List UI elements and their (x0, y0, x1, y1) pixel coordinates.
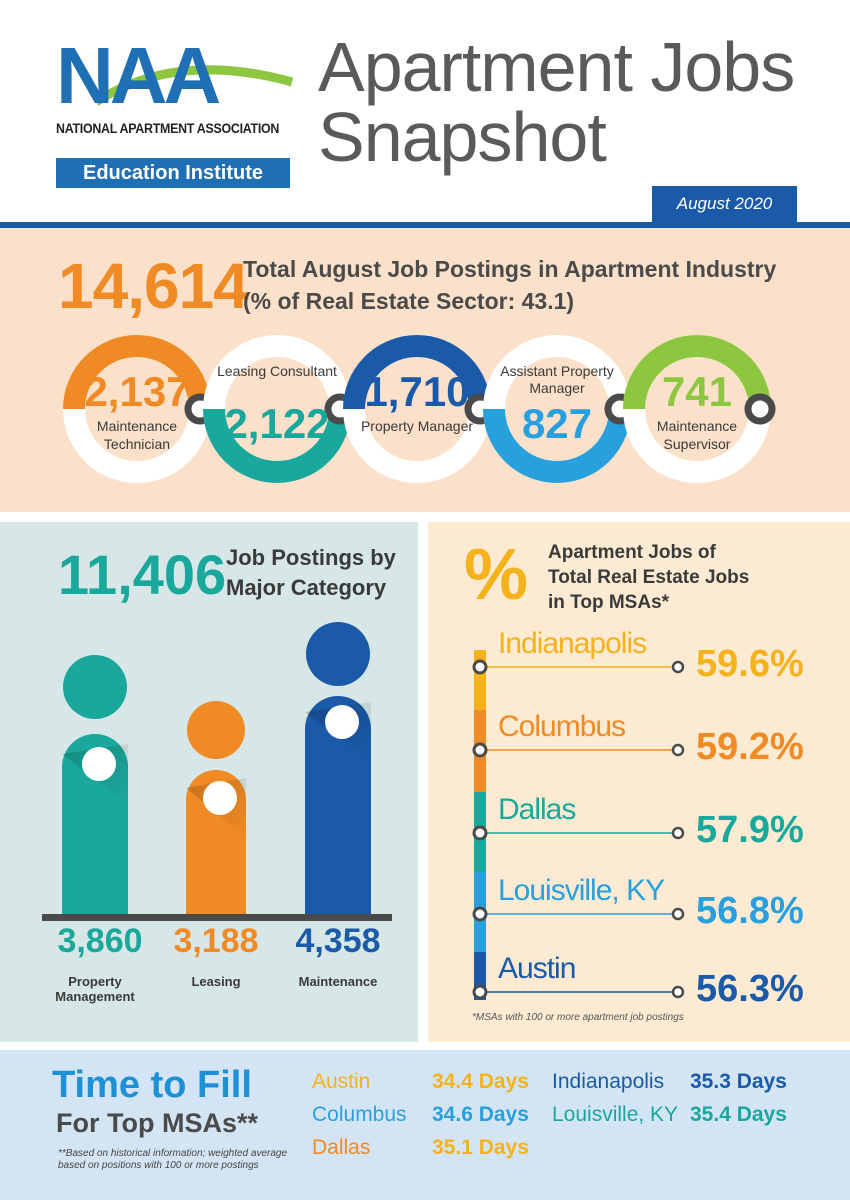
timeline-node (472, 825, 488, 841)
category-baseline (42, 914, 392, 921)
timeline-end-node (671, 985, 685, 999)
person-dot (82, 747, 116, 781)
page-title: Apartment Jobs Snapshot (318, 32, 818, 172)
logo-swoosh (93, 65, 294, 106)
page-title-line2: Snapshot (318, 98, 607, 176)
msa-heading-line2: Total Real Estate Jobs (548, 567, 750, 588)
msa-percent: 57.9% (696, 809, 804, 851)
role-value: 2,122 (224, 400, 330, 447)
person-head (306, 622, 370, 686)
association-name: NATIONAL APARTMENT ASSOCIATION (56, 121, 280, 136)
date-badge: August 2020 (652, 186, 797, 222)
education-institute-badge: Education Institute (56, 158, 290, 188)
category-title-line2: Major Category (226, 575, 387, 600)
msa-heading: Apartment Jobs of Total Real Estate Jobs… (548, 540, 749, 615)
category-title-line1: Job Postings by (226, 545, 396, 570)
page-title-line1: Apartment Jobs (318, 28, 795, 106)
total-postings-value: 14,614 (58, 250, 249, 322)
fill-city: Columbus (312, 1103, 407, 1126)
fill-days: 34.4 Days (432, 1070, 529, 1093)
msa-city: Dallas (498, 793, 576, 826)
category-value: 3,860 (57, 922, 143, 960)
ring-arc (203, 408, 351, 483)
ring-arc (63, 335, 211, 410)
time-to-fill-title: Time to Fill (52, 1064, 252, 1106)
timeline-segment (474, 650, 486, 710)
timeline-node (472, 906, 488, 922)
role-rings (63, 335, 776, 483)
msa-city: Indianapolis (498, 627, 647, 660)
role-value: 2,137 (84, 368, 190, 415)
time-to-fill-footnote: **Based on historical information; weigh… (58, 1148, 288, 1171)
msa-heading-line1: Apartment Jobs of (548, 542, 716, 563)
msa-city: Columbus (498, 710, 626, 743)
msa-city: Austin (498, 952, 576, 985)
role-label: Property Manager (360, 418, 474, 434)
category-label: Leasing (191, 974, 241, 989)
total-postings-label: Total August Job Postings in Apartment I… (243, 256, 777, 282)
timeline-node (472, 742, 488, 758)
person-body (305, 696, 371, 914)
fill-days: 34.6 Days (432, 1103, 529, 1126)
role-value: 827 (521, 400, 593, 447)
person-head (187, 701, 245, 759)
msa-percent: 56.3% (696, 968, 804, 1010)
category-total-value: 11,406 (58, 543, 227, 606)
timeline-end-node (671, 826, 685, 840)
timeline-node (472, 984, 488, 1000)
msa-city: Louisville, KY (498, 874, 665, 907)
role-label: Leasing Consultant (217, 363, 337, 379)
fill-days: 35.3 Days (690, 1070, 787, 1093)
role-label: Maintenance Supervisor (656, 418, 738, 452)
fill-city: Austin (312, 1070, 371, 1093)
role-label: Maintenance Technician (96, 418, 178, 452)
msa-percent: 56.8% (696, 890, 804, 932)
person-dot (325, 705, 359, 739)
msa-percent: 59.6% (696, 643, 804, 685)
person-dot (203, 781, 237, 815)
fill-city: Indianapolis (552, 1070, 665, 1093)
role-label: Assistant Property Manager (500, 363, 614, 396)
ring-arc (483, 408, 631, 483)
msa-timeline (472, 650, 685, 1000)
naa-logo: NAA (56, 31, 221, 120)
msa-panel (428, 522, 850, 1042)
category-value: 4,358 (295, 922, 381, 960)
divider-rule (0, 222, 850, 228)
fill-city: Dallas (312, 1136, 371, 1159)
ring-arc (343, 335, 491, 410)
person-head (63, 655, 127, 719)
timeline-end-node (671, 660, 685, 674)
timeline-end-node (671, 743, 685, 757)
msa-percent: 59.2% (696, 726, 804, 768)
category-label: Property Management (55, 974, 135, 1004)
category-figures (42, 622, 392, 921)
fill-days: 35.1 Days (432, 1136, 529, 1159)
msa-footnote: *MSAs with 100 or more apartment job pos… (472, 1012, 684, 1023)
timeline-node (472, 659, 488, 675)
fill-city: Louisville, KY (552, 1103, 679, 1126)
fill-days: 35.4 Days (690, 1103, 787, 1126)
msa-heading-line3: in Top MSAs* (548, 592, 670, 613)
ring-arc (623, 335, 771, 410)
ring-connector (744, 393, 776, 425)
real-estate-share-label: (% of Real Estate Sector: 43.1) (243, 288, 575, 314)
category-value: 3,188 (173, 922, 259, 960)
percent-icon: % (464, 535, 529, 615)
time-to-fill-panel (0, 1050, 850, 1200)
category-label: Maintenance (298, 974, 378, 989)
role-value: 741 (661, 368, 733, 415)
timeline-end-node (671, 907, 685, 921)
time-to-fill-subtitle: For Top MSAs** (56, 1108, 258, 1138)
role-value: 1,710 (364, 368, 470, 415)
